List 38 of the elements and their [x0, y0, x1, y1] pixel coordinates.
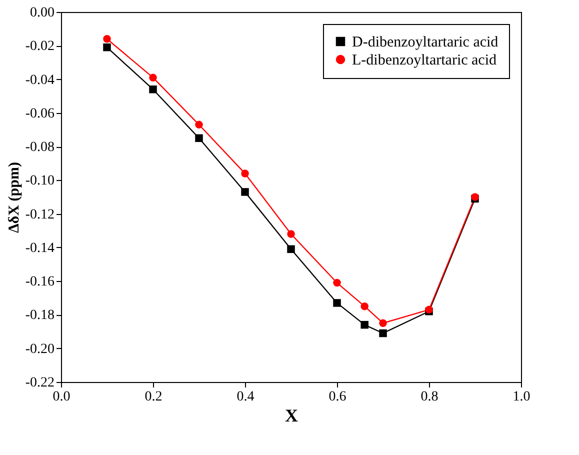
y-tick-label: -0.16 [25, 274, 54, 290]
x-axis-title: X [285, 406, 298, 426]
y-tick-label: -0.14 [25, 240, 54, 256]
x-tick-label: 0.4 [236, 390, 254, 404]
x-tick-label: 0.6 [328, 390, 346, 404]
point [287, 245, 295, 254]
point [379, 319, 387, 327]
point [241, 170, 249, 178]
legend-label: L-dibenzoyltartaric acid [352, 52, 498, 68]
y-tick-label: -0.20 [25, 342, 54, 357]
point [360, 320, 368, 329]
legend-label: D-dibenzoyltartaric acid [352, 34, 499, 50]
point [241, 188, 249, 196]
x-tick-label: 0.0 [52, 390, 70, 404]
y-tick-label: -0.04 [25, 72, 54, 88]
point [379, 329, 387, 338]
x-tick-label: 1.0 [512, 390, 530, 404]
x-tick-label: 0.8 [420, 390, 438, 404]
point [103, 43, 111, 52]
y-axis-title: ΔδX (ppm) [6, 162, 22, 233]
point [103, 35, 111, 43]
point [149, 85, 157, 94]
x-tick-label: 0.2 [144, 390, 162, 404]
y-tick-label: -0.22 [25, 376, 54, 390]
point [333, 299, 341, 307]
point [149, 74, 157, 82]
y-tick-label: -0.18 [25, 308, 54, 324]
y-tick-label: 0.00 [30, 6, 54, 20]
point [195, 134, 203, 142]
point [195, 120, 203, 129]
point [360, 302, 368, 310]
y-tick-label: -0.12 [25, 207, 54, 222]
point [287, 230, 295, 238]
y-tick-label: -0.10 [25, 174, 54, 189]
point [333, 278, 341, 287]
y-tick-label: -0.02 [25, 39, 54, 54]
y-tick-label: -0.06 [25, 106, 54, 122]
y-tick-label: -0.08 [25, 140, 54, 156]
